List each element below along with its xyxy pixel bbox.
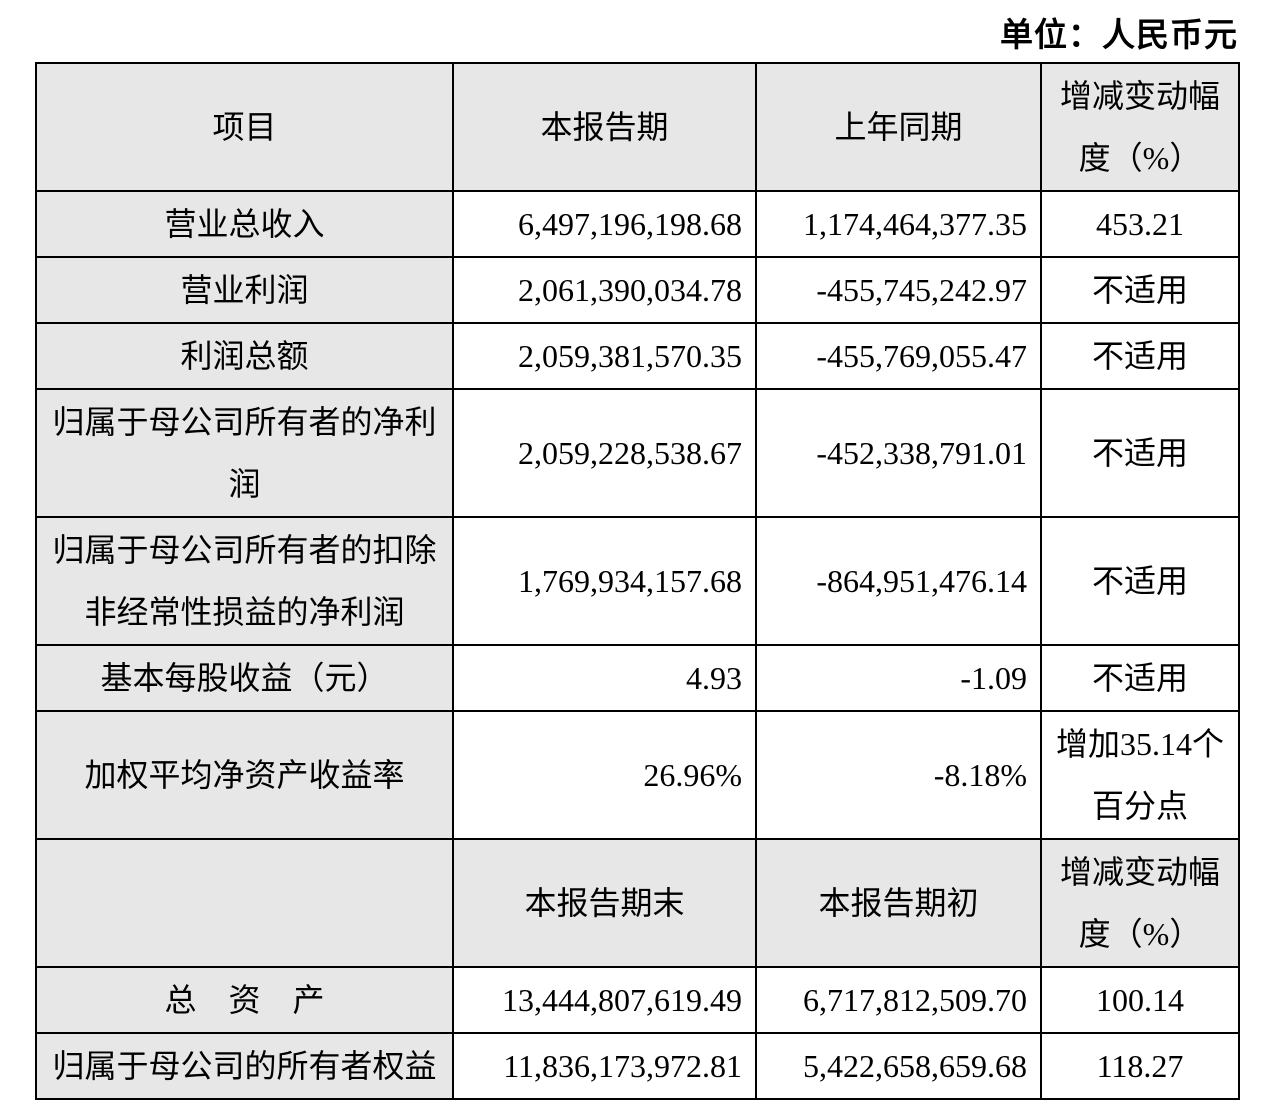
table-row-total-profit: 利润总额 2,059,381,570.35 -455,769,055.47 不适… — [35, 322, 1240, 390]
table-row-net-profit-excl-nonrecurring: 归属于母公司所有者的扣除 非经常性损益的净利润 1,769,934,157.68… — [35, 516, 1240, 646]
change-value-cell: 不适用 — [1040, 644, 1240, 712]
row-label-cell: 营业利润 — [35, 256, 454, 324]
header-cell-change: 增减变动幅 度（%） — [1040, 838, 1240, 968]
current-value-cell: 11,836,173,972.81 — [452, 1032, 757, 1100]
prior-value-cell: 5,422,658,659.68 — [755, 1032, 1042, 1100]
change-value-cell: 100.14 — [1040, 966, 1240, 1034]
table-row-total-assets: 总 资 产 13,444,807,619.49 6,717,812,509.70… — [35, 966, 1240, 1034]
current-value-cell: 13,444,807,619.49 — [452, 966, 757, 1034]
change-value-cell: 增加35.14个 百分点 — [1040, 710, 1240, 840]
prior-value-cell: -455,745,242.97 — [755, 256, 1042, 324]
table-row-basic-eps: 基本每股收益（元） 4.93 -1.09 不适用 — [35, 644, 1240, 712]
row-label-cell: 总 资 产 — [35, 966, 454, 1034]
change-value-cell: 453.21 — [1040, 190, 1240, 258]
unit-label: 单位：人民币元 — [1000, 18, 1238, 54]
current-value-cell: 26.96% — [452, 710, 757, 840]
change-value-cell: 不适用 — [1040, 516, 1240, 646]
prior-value-cell: -864,951,476.14 — [755, 516, 1042, 646]
current-value-cell: 6,497,196,198.68 — [452, 190, 757, 258]
header-cell-item-blank — [35, 838, 454, 968]
row-label-cell: 加权平均净资产收益率 — [35, 710, 454, 840]
header-cell-change: 增减变动幅 度（%） — [1040, 62, 1240, 192]
table-row-equity-parent: 归属于母公司的所有者权益 11,836,173,972.81 5,422,658… — [35, 1032, 1240, 1100]
header-row-balance: 本报告期末 本报告期初 增减变动幅 度（%） — [35, 838, 1240, 968]
table-row-weighted-avg-roe: 加权平均净资产收益率 26.96% -8.18% 增加35.14个 百分点 — [35, 710, 1240, 840]
prior-value-cell: -1.09 — [755, 644, 1042, 712]
prior-value-cell: -452,338,791.01 — [755, 388, 1042, 518]
header-cell-current-period: 本报告期 — [452, 62, 757, 192]
change-value-cell: 不适用 — [1040, 388, 1240, 518]
table-row-net-profit-parent: 归属于母公司所有者的净利 润 2,059,228,538.67 -452,338… — [35, 388, 1240, 518]
change-value-cell: 不适用 — [1040, 256, 1240, 324]
row-label-cell: 基本每股收益（元） — [35, 644, 454, 712]
header-cell-period-end: 本报告期末 — [452, 838, 757, 968]
prior-value-cell: 6,717,812,509.70 — [755, 966, 1042, 1034]
change-value-cell: 118.27 — [1040, 1032, 1240, 1100]
prior-value-cell: -8.18% — [755, 710, 1042, 840]
current-value-cell: 1,769,934,157.68 — [452, 516, 757, 646]
header-cell-prior-period: 上年同期 — [755, 62, 1042, 192]
current-value-cell: 2,059,228,538.67 — [452, 388, 757, 518]
row-label-cell: 归属于母公司的所有者权益 — [35, 1032, 454, 1100]
header-row-period: 项目 本报告期 上年同期 增减变动幅 度（%） — [35, 62, 1240, 192]
table-row-operating-profit: 营业利润 2,061,390,034.78 -455,745,242.97 不适… — [35, 256, 1240, 324]
financial-summary-table: 项目 本报告期 上年同期 增减变动幅 度（%） 营业总收入 6,497,196,… — [35, 62, 1240, 1100]
header-cell-item: 项目 — [35, 62, 454, 192]
row-label-cell: 归属于母公司所有者的净利 润 — [35, 388, 454, 518]
prior-value-cell: 1,174,464,377.35 — [755, 190, 1042, 258]
row-label-cell: 营业总收入 — [35, 190, 454, 258]
table-row-total-revenue: 营业总收入 6,497,196,198.68 1,174,464,377.35 … — [35, 190, 1240, 258]
change-value-cell: 不适用 — [1040, 322, 1240, 390]
current-value-cell: 2,059,381,570.35 — [452, 322, 757, 390]
current-value-cell: 4.93 — [452, 644, 757, 712]
row-label-cell: 归属于母公司所有者的扣除 非经常性损益的净利润 — [35, 516, 454, 646]
row-label-cell: 利润总额 — [35, 322, 454, 390]
prior-value-cell: -455,769,055.47 — [755, 322, 1042, 390]
header-cell-period-begin: 本报告期初 — [755, 838, 1042, 968]
current-value-cell: 2,061,390,034.78 — [452, 256, 757, 324]
